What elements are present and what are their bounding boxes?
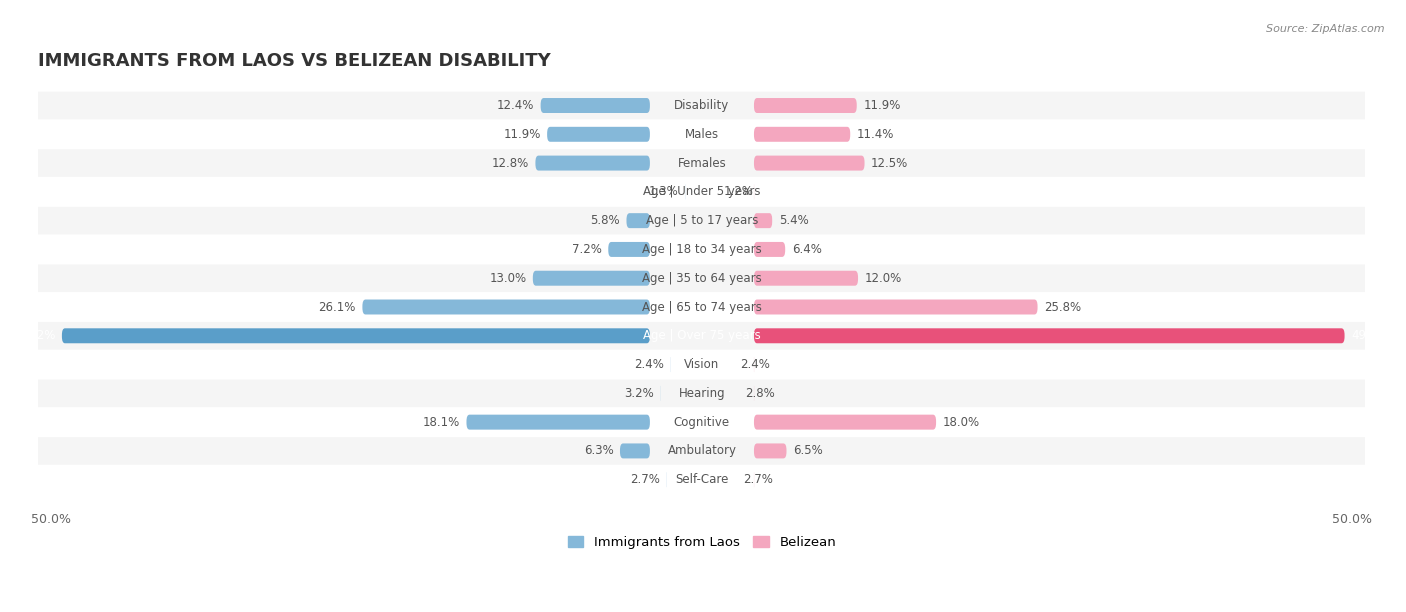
FancyBboxPatch shape <box>609 242 650 257</box>
FancyBboxPatch shape <box>533 271 650 286</box>
FancyBboxPatch shape <box>620 444 650 458</box>
FancyBboxPatch shape <box>363 299 650 315</box>
Text: Age | 18 to 34 years: Age | 18 to 34 years <box>643 243 762 256</box>
Text: 6.5%: 6.5% <box>793 444 823 457</box>
FancyBboxPatch shape <box>25 207 1378 234</box>
FancyBboxPatch shape <box>627 213 650 228</box>
Text: Source: ZipAtlas.com: Source: ZipAtlas.com <box>1267 24 1385 34</box>
FancyBboxPatch shape <box>25 322 1378 349</box>
FancyBboxPatch shape <box>754 98 856 113</box>
Text: 2.4%: 2.4% <box>740 358 769 371</box>
Text: Age | 35 to 64 years: Age | 35 to 64 years <box>643 272 762 285</box>
FancyBboxPatch shape <box>25 121 1378 148</box>
FancyBboxPatch shape <box>25 264 1378 292</box>
FancyBboxPatch shape <box>25 379 1378 407</box>
Text: 2.8%: 2.8% <box>745 387 775 400</box>
FancyBboxPatch shape <box>25 149 1378 177</box>
Text: Males: Males <box>685 128 718 141</box>
Text: 18.0%: 18.0% <box>942 416 980 428</box>
FancyBboxPatch shape <box>25 437 1378 465</box>
Text: 11.9%: 11.9% <box>863 99 901 112</box>
Text: 11.9%: 11.9% <box>503 128 541 141</box>
FancyBboxPatch shape <box>62 328 650 343</box>
Text: 1.3%: 1.3% <box>648 185 679 198</box>
Text: 49.2%: 49.2% <box>18 329 55 342</box>
FancyBboxPatch shape <box>754 127 851 142</box>
Text: Age | 5 to 17 years: Age | 5 to 17 years <box>645 214 758 227</box>
FancyBboxPatch shape <box>754 299 1038 315</box>
Text: 12.5%: 12.5% <box>872 157 908 170</box>
Text: Age | Under 5 years: Age | Under 5 years <box>643 185 761 198</box>
FancyBboxPatch shape <box>25 178 1378 206</box>
Text: 6.4%: 6.4% <box>792 243 821 256</box>
Text: 1.2%: 1.2% <box>724 185 754 198</box>
Text: 5.8%: 5.8% <box>591 214 620 227</box>
FancyBboxPatch shape <box>754 242 785 257</box>
Text: 2.7%: 2.7% <box>744 473 773 486</box>
FancyBboxPatch shape <box>25 351 1378 378</box>
Text: Ambulatory: Ambulatory <box>668 444 737 457</box>
Text: 18.1%: 18.1% <box>423 416 460 428</box>
FancyBboxPatch shape <box>754 415 936 430</box>
FancyBboxPatch shape <box>541 98 650 113</box>
FancyBboxPatch shape <box>754 213 772 228</box>
FancyBboxPatch shape <box>25 236 1378 263</box>
Text: Self-Care: Self-Care <box>675 473 728 486</box>
FancyBboxPatch shape <box>754 444 786 458</box>
Text: 12.4%: 12.4% <box>496 99 534 112</box>
Text: Vision: Vision <box>685 358 720 371</box>
Text: Disability: Disability <box>675 99 730 112</box>
Text: 2.4%: 2.4% <box>634 358 664 371</box>
FancyBboxPatch shape <box>754 271 858 286</box>
Text: 6.3%: 6.3% <box>583 444 613 457</box>
Text: 12.0%: 12.0% <box>865 272 901 285</box>
FancyBboxPatch shape <box>536 155 650 171</box>
FancyBboxPatch shape <box>467 415 650 430</box>
FancyBboxPatch shape <box>25 92 1378 119</box>
Text: 7.2%: 7.2% <box>572 243 602 256</box>
Text: 11.4%: 11.4% <box>856 128 894 141</box>
Text: Cognitive: Cognitive <box>673 416 730 428</box>
FancyBboxPatch shape <box>25 466 1378 493</box>
Text: 3.2%: 3.2% <box>624 387 654 400</box>
FancyBboxPatch shape <box>754 328 1344 343</box>
FancyBboxPatch shape <box>547 127 650 142</box>
FancyBboxPatch shape <box>754 155 865 171</box>
Text: 12.8%: 12.8% <box>492 157 529 170</box>
Text: Hearing: Hearing <box>679 387 725 400</box>
Text: 5.4%: 5.4% <box>779 214 808 227</box>
Text: 25.8%: 25.8% <box>1045 300 1081 313</box>
Text: Age | Over 75 years: Age | Over 75 years <box>643 329 761 342</box>
Text: IMMIGRANTS FROM LAOS VS BELIZEAN DISABILITY: IMMIGRANTS FROM LAOS VS BELIZEAN DISABIL… <box>38 52 551 70</box>
FancyBboxPatch shape <box>25 408 1378 436</box>
Text: 49.4%: 49.4% <box>1351 329 1389 342</box>
FancyBboxPatch shape <box>25 293 1378 321</box>
Text: Females: Females <box>678 157 727 170</box>
Text: 26.1%: 26.1% <box>319 300 356 313</box>
Legend: Immigrants from Laos, Belizean: Immigrants from Laos, Belizean <box>562 531 842 554</box>
Text: 13.0%: 13.0% <box>489 272 526 285</box>
Text: 2.7%: 2.7% <box>630 473 661 486</box>
Text: Age | 65 to 74 years: Age | 65 to 74 years <box>643 300 762 313</box>
